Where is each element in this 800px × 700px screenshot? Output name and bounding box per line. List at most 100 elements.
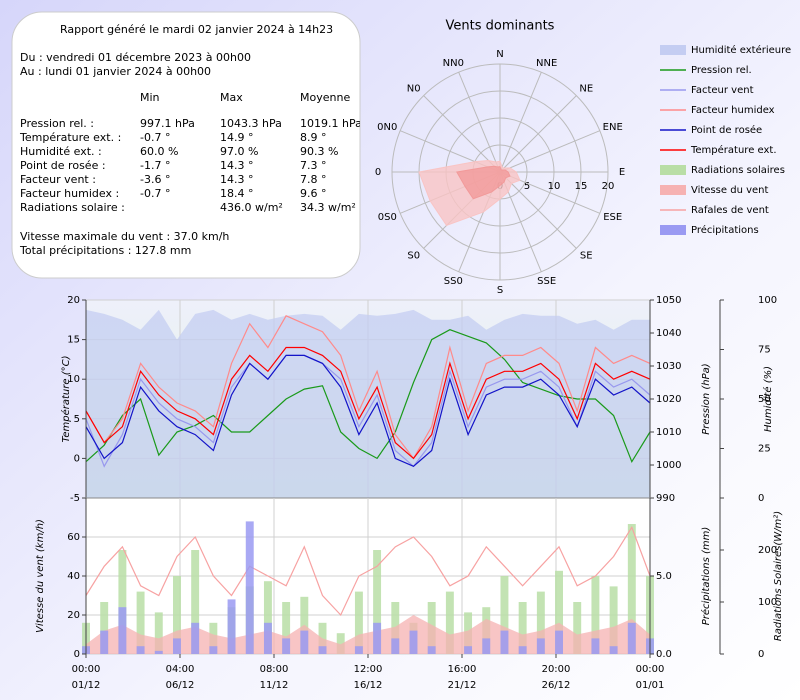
direction-label: ESE — [603, 212, 622, 223]
direction-label: E — [619, 167, 625, 178]
bar — [209, 646, 218, 654]
bar — [518, 646, 527, 654]
line — [85, 329, 651, 464]
bar — [464, 646, 473, 654]
direction-label: ENE — [603, 122, 623, 133]
cell: 7.8 ° — [300, 173, 327, 186]
tick-label: 75 — [758, 345, 771, 356]
direction-label: SSE — [537, 276, 556, 287]
tick-label: 0 — [74, 649, 80, 660]
direction-label: NN0 — [443, 58, 464, 69]
tick-label: 15 — [67, 335, 80, 346]
tick-label: 100 — [758, 597, 777, 608]
cell: -0.7 ° — [140, 187, 170, 200]
bar — [336, 633, 345, 654]
r-tick-label: 10 — [548, 181, 561, 192]
bar — [409, 630, 418, 654]
bar — [427, 646, 436, 654]
bar — [100, 602, 109, 654]
tick-label: -5 — [70, 493, 80, 504]
tick-label: 20 — [67, 610, 80, 621]
legend-swatch — [660, 45, 686, 55]
bar — [482, 638, 491, 654]
bar — [591, 576, 600, 654]
tick-label: 1050 — [656, 295, 681, 306]
x-tick-date: 16/12 — [354, 680, 383, 691]
tick-label: 25 — [758, 444, 771, 455]
bar — [555, 630, 563, 654]
x-tick-date: 26/12 — [542, 680, 571, 691]
bar — [373, 550, 382, 654]
tick-label: 20 — [67, 295, 80, 306]
bar — [136, 591, 145, 654]
row-label: Température ext. : — [19, 131, 121, 144]
x-tick-label: 20:00 — [542, 664, 571, 675]
bar — [154, 612, 163, 654]
bar — [118, 607, 127, 654]
legend-swatch — [660, 185, 686, 195]
legend-swatch — [660, 165, 686, 175]
bar — [609, 646, 618, 654]
bar — [300, 630, 309, 654]
legend-label: Radiations solaires — [691, 165, 785, 176]
cell: 18.4 ° — [220, 187, 254, 200]
bar — [282, 638, 291, 654]
x-tick-label: 04:00 — [166, 664, 195, 675]
x-tick-label: 08:00 — [260, 664, 289, 675]
tick-label: 5.0 — [656, 571, 672, 582]
bar — [118, 550, 127, 654]
spoke — [499, 72, 542, 173]
bar — [536, 591, 545, 654]
cell: -3.6 ° — [140, 173, 170, 186]
line — [85, 315, 651, 460]
tick-label: 40 — [67, 571, 80, 582]
legend-label: Précipitations — [691, 224, 759, 236]
cell: 97.0 % — [220, 145, 258, 158]
line — [85, 354, 651, 468]
tick-label: 1010 — [656, 427, 681, 438]
cell: 7.3 ° — [300, 159, 327, 172]
direction-label: S — [497, 285, 503, 296]
row-label: Humidité ext. : — [20, 145, 102, 158]
tick-label: 10 — [67, 374, 80, 385]
report-title: Rapport généré le mardi 02 janvier 2024 … — [60, 23, 333, 36]
bar — [609, 586, 618, 654]
cell: 1043.3 hPa — [220, 117, 282, 130]
bar — [100, 630, 109, 654]
bar — [354, 646, 363, 654]
bar — [245, 521, 254, 654]
note: Vitesse maximale du vent : 37.0 km/h — [20, 230, 229, 243]
x-tick-date: 06/12 — [166, 680, 195, 691]
tick-label: 60 — [67, 532, 80, 543]
legend-label: Rafales de vent — [691, 205, 769, 216]
x-tick-label: 00:00 — [636, 664, 665, 675]
row-label: Point de rosée : — [20, 159, 106, 172]
line — [85, 346, 651, 460]
legend-label: Température ext. — [690, 144, 777, 156]
cell: -1.7 ° — [140, 159, 170, 172]
r-tick-label: 15 — [575, 181, 588, 192]
tick-label: 1000 — [656, 460, 681, 471]
cell: 14.9 ° — [220, 131, 254, 144]
cell: 997.1 hPa — [140, 117, 195, 130]
cell: 60.0 % — [140, 145, 178, 158]
cell: 1019.1 hPa — [300, 117, 362, 130]
bar — [263, 622, 272, 654]
bar — [445, 591, 454, 654]
row-label: Facteur humidex : — [20, 187, 119, 200]
legend-label: Point de rosée — [691, 124, 762, 136]
legend-label: Humidité extérieure — [691, 44, 791, 56]
bar — [136, 646, 145, 654]
x-tick-date: 21/12 — [448, 680, 477, 691]
direction-label: 0 — [375, 167, 381, 178]
tick-label: 0 — [758, 649, 764, 660]
tick-label: 1020 — [656, 394, 681, 405]
x-tick-label: 00:00 — [72, 664, 101, 675]
tick-label: 5 — [74, 414, 80, 425]
axis-label: Pression (hPa) — [701, 363, 712, 434]
direction-label: N — [496, 49, 503, 60]
row-label: Radiations solaire : — [20, 201, 125, 214]
tick-label: 0.0 — [656, 649, 672, 660]
spoke — [499, 95, 577, 173]
